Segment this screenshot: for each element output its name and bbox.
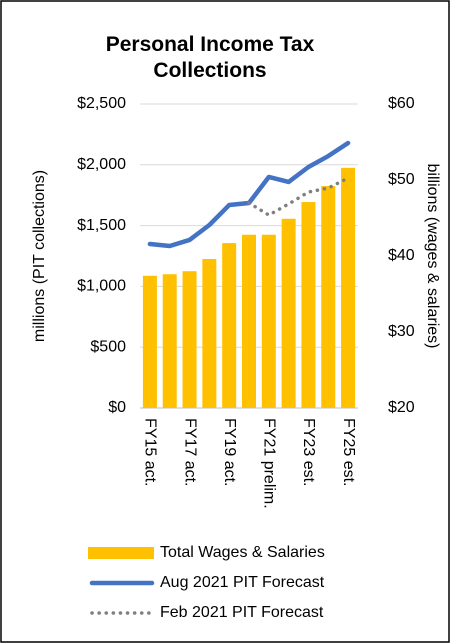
y2-tick-label: $50 <box>388 171 415 188</box>
y-tick-label: $1,500 <box>77 217 126 234</box>
bar <box>222 243 237 408</box>
bar <box>142 275 157 408</box>
y2-axis-label: billions (wages & salaries) <box>424 164 441 349</box>
legend-label: Aug 2021 PIT Forecast <box>160 574 325 591</box>
y-tick-label: $0 <box>108 399 126 416</box>
legend-label: Feb 2021 PIT Forecast <box>160 604 324 621</box>
x-tick-label: FY15 act. <box>142 418 159 486</box>
bar <box>242 234 256 408</box>
x-tick-label: FY25 est. <box>340 418 357 486</box>
y-tick-label: $500 <box>90 338 126 355</box>
bar <box>301 202 316 408</box>
x-tick-label: FY19 act. <box>221 418 238 486</box>
y-axis-label: millions (PIT collections) <box>31 170 48 342</box>
y2-tick-label: $20 <box>388 399 415 416</box>
chart-title: Personal Income Tax Collections <box>105 33 315 82</box>
bar <box>162 274 177 408</box>
bar <box>182 271 197 408</box>
bar <box>321 186 336 408</box>
bar <box>202 259 217 408</box>
bar <box>281 218 296 408</box>
x-tick-label: FY17 act. <box>181 418 198 486</box>
bar <box>341 167 356 408</box>
y-tick-label: $2,500 <box>77 95 126 112</box>
x-tick-label: FY23 est. <box>300 418 317 486</box>
legend-label: Total Wages & Salaries <box>160 544 325 561</box>
y2-tick-label: $60 <box>388 95 415 112</box>
y2-tick-label: $30 <box>388 323 415 340</box>
bar <box>261 234 276 408</box>
y-tick-label: $1,000 <box>77 278 126 295</box>
legend-swatch <box>88 547 154 559</box>
dotted-line <box>247 176 350 217</box>
x-tick-label: FY21 prelim. <box>261 418 278 509</box>
y-tick-label: $2,000 <box>77 156 126 173</box>
y2-tick-label: $40 <box>388 247 415 264</box>
